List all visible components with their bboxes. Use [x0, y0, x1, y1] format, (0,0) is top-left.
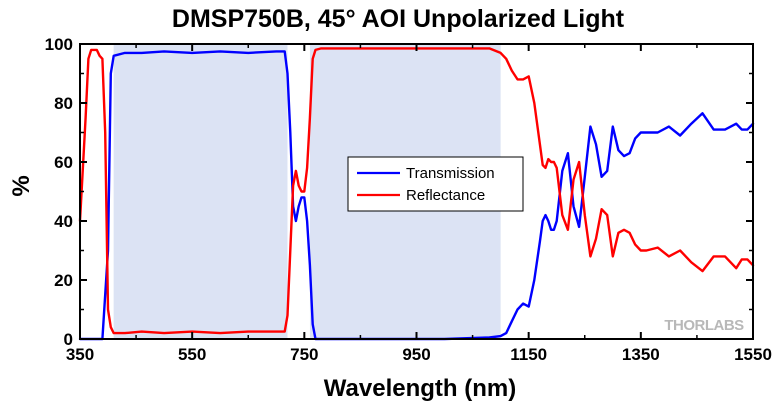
x-tick-label: 1350 [622, 345, 660, 364]
chart-title: DMSP750B, 45° AOI Unpolarized Light [172, 5, 625, 33]
y-tick-label: 100 [45, 35, 73, 54]
y-axis-label: % [8, 175, 35, 196]
x-tick-label: 550 [178, 345, 206, 364]
y-tick-label: 60 [54, 153, 73, 172]
x-tick-label: 750 [290, 345, 318, 364]
y-tick-label: 80 [54, 94, 73, 113]
series-line-reflectance [78, 47, 755, 335]
series-lines [78, 47, 755, 341]
legend-box [347, 156, 524, 212]
thorlabs-watermark: THORLABS [664, 317, 744, 334]
y-tick-label: 40 [54, 212, 73, 231]
x-tick-label: 950 [402, 345, 430, 364]
shaded-region-0 [113, 44, 288, 339]
legend-label-transmission: Transmission [406, 165, 495, 182]
x-tick-label: 1550 [734, 345, 772, 364]
series-line-transmission [78, 50, 755, 341]
x-tick-label: 350 [66, 345, 94, 364]
axis-ticks: 350 550 750 950 1150 1350 1550 0 20 40 60 80 100 [45, 35, 772, 364]
x-tick-label: 1150 [510, 345, 547, 364]
legend-label-reflectance: Reflectance [406, 187, 485, 204]
y-tick-label: 0 [64, 330, 73, 349]
x-axis-label: Wavelength (nm) [324, 375, 516, 402]
y-tick-label: 20 [54, 271, 73, 290]
legend: Transmission Reflectance [347, 156, 524, 212]
